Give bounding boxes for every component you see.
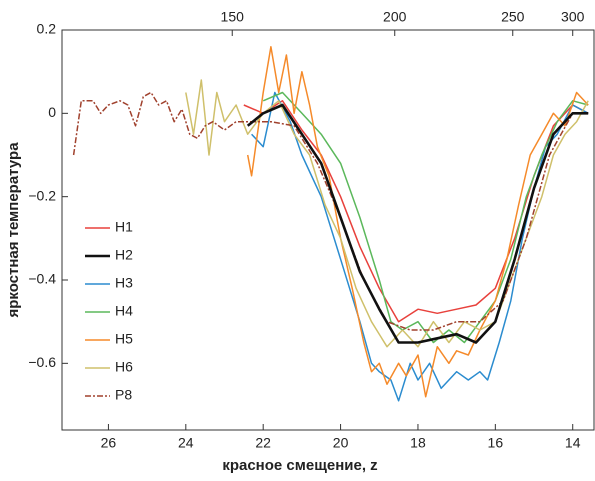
y-tick-label: 0: [48, 104, 56, 120]
x-tick-label: 24: [178, 435, 194, 451]
x2-tick-label: 200: [383, 9, 407, 25]
series-line: [185, 79, 589, 348]
legend-label: H1: [115, 219, 133, 235]
y-tick-label: −0.4: [28, 271, 56, 287]
x-tick-label: 22: [255, 435, 271, 451]
x2-tick-label: 300: [561, 9, 585, 25]
series-line: [246, 103, 589, 344]
legend-label: H5: [115, 331, 133, 347]
y-tick-label: −0.2: [28, 187, 56, 203]
x-tick-label: 16: [488, 435, 504, 451]
x-tick-label: 14: [565, 435, 581, 451]
plot-frame: [61, 29, 595, 431]
series-line: [262, 91, 589, 344]
y-tick-label: 0.2: [37, 21, 57, 37]
legend-label: H3: [115, 275, 133, 291]
x2-tick-label: 250: [501, 9, 525, 25]
legend-label: P8: [115, 387, 132, 403]
y-axis-title: яркостная температура: [5, 142, 22, 318]
x2-tick-label: 150: [221, 9, 245, 25]
legend-label: H6: [115, 359, 133, 375]
series-line: [72, 91, 589, 331]
x-tick-label: 26: [101, 435, 117, 451]
x-tick-label: 20: [333, 435, 349, 451]
legend-label: H2: [115, 247, 133, 263]
y-tick-label: −0.6: [28, 354, 56, 370]
series-line: [251, 91, 589, 402]
legend-label: H4: [115, 303, 133, 319]
x-tick-label: 18: [410, 435, 426, 451]
series-line: [246, 45, 589, 398]
x-axis-title: красное смещение, z: [222, 457, 377, 474]
